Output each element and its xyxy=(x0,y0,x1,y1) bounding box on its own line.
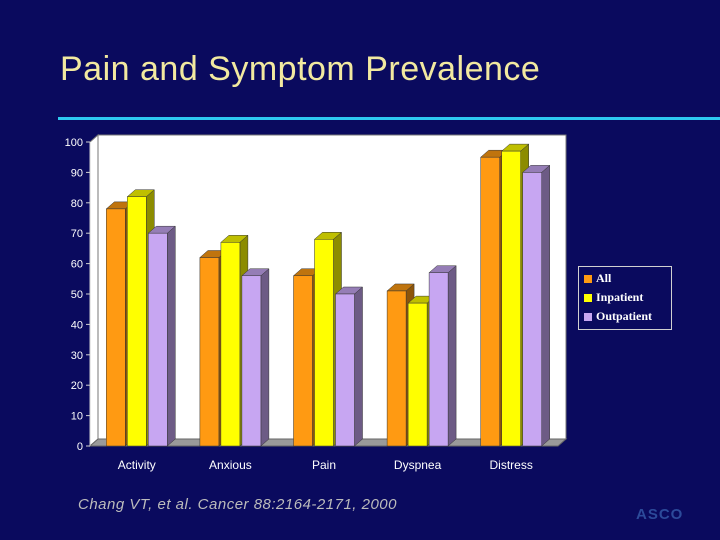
bar-pain-inpatient xyxy=(314,239,334,447)
legend-swatch-inpatient xyxy=(584,294,592,303)
legend-swatch-all xyxy=(584,275,592,284)
y-tick-label: 90 xyxy=(71,167,83,179)
bar-pain-outpatient xyxy=(335,293,355,447)
bar-dyspnea-inpatient xyxy=(407,302,428,447)
y-tick-label: 80 xyxy=(71,198,83,210)
bar-activity-all xyxy=(106,208,126,447)
bar-activity-inpatient xyxy=(127,196,147,447)
significance-asterisk: * xyxy=(319,212,329,234)
bar-activity-outpatient xyxy=(148,232,168,447)
bar-side xyxy=(447,265,457,447)
y-tick-label: 30 xyxy=(71,350,83,362)
bar-distress-outpatient xyxy=(522,172,542,447)
bar-distress-all xyxy=(480,156,500,447)
y-tick-label: 10 xyxy=(71,411,83,423)
y-tick-label: 50 xyxy=(71,289,83,301)
bar-side xyxy=(167,225,176,447)
y-tick-label: 20 xyxy=(71,380,83,392)
legend-item-all: All xyxy=(584,270,611,286)
x-tick-label: Anxious xyxy=(209,458,252,472)
legend-label-outpatient: Outpatient xyxy=(596,309,653,323)
legend-label-all: All xyxy=(596,271,612,285)
legend-item-inpatient: Inpatient xyxy=(584,289,643,305)
y-tick-label: 100 xyxy=(65,137,83,149)
bar-anxious-inpatient xyxy=(220,242,241,447)
bar-side xyxy=(260,268,270,447)
x-tick-label: Activity xyxy=(118,458,156,472)
bar-anxious-all xyxy=(199,257,220,447)
y-tick-label: 40 xyxy=(71,319,83,331)
bar-side xyxy=(541,164,550,447)
asco-logo: ASCO xyxy=(636,506,684,523)
x-tick-label: Pain xyxy=(312,458,336,472)
bar-dyspnea-outpatient xyxy=(428,272,449,447)
x-tick-label: Distress xyxy=(490,458,533,472)
y-tick-label: 0 xyxy=(77,441,83,453)
y-tick-label: 60 xyxy=(71,259,83,271)
title-divider xyxy=(58,117,720,120)
citation: Chang VT, et al. Cancer 88:2164-2171, 20… xyxy=(78,496,397,513)
bar-pain-all xyxy=(293,275,313,447)
bar-side xyxy=(354,286,363,447)
x-tick-label: Dyspnea xyxy=(394,458,442,472)
bar-dyspnea-all xyxy=(386,290,407,447)
bar-distress-inpatient xyxy=(501,150,521,447)
legend-swatch-outpatient xyxy=(584,313,592,322)
slide-title: Pain and Symptom Prevalence xyxy=(60,50,541,88)
legend-label-inpatient: Inpatient xyxy=(596,290,644,304)
chart-legend: All Inpatient Outpatient xyxy=(578,266,672,330)
bar-anxious-outpatient xyxy=(241,275,262,447)
chart-side-wall xyxy=(89,133,99,448)
legend-item-outpatient: Outpatient xyxy=(584,308,652,324)
y-tick-label: 70 xyxy=(71,228,83,240)
